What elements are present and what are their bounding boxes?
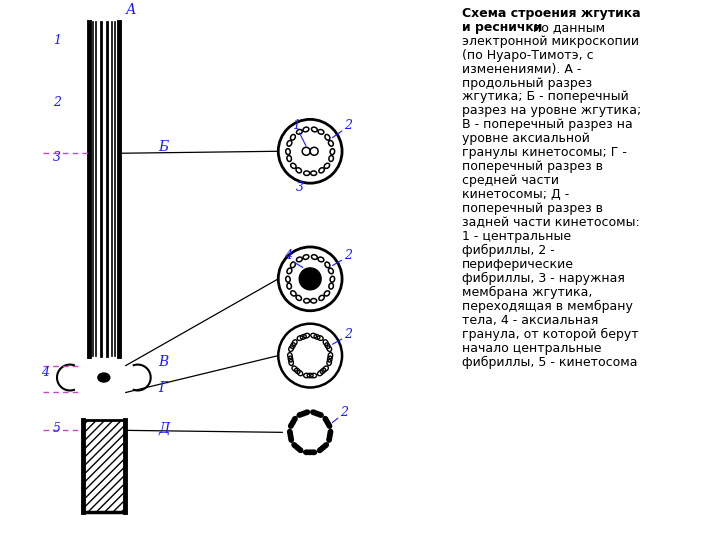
Text: фибриллы, 3 - наружная: фибриллы, 3 - наружная xyxy=(462,272,624,285)
Ellipse shape xyxy=(289,423,294,428)
Text: А: А xyxy=(126,3,136,17)
Text: 5: 5 xyxy=(53,422,61,435)
Text: фибриллы, 2 -: фибриллы, 2 - xyxy=(462,244,554,257)
Ellipse shape xyxy=(292,443,297,448)
Ellipse shape xyxy=(304,410,310,415)
Ellipse shape xyxy=(327,423,332,428)
Ellipse shape xyxy=(325,420,330,425)
Text: разрез на уровне жгутика;: разрез на уровне жгутика; xyxy=(462,104,641,117)
Text: начало центральные: начало центральные xyxy=(462,342,601,355)
Ellipse shape xyxy=(300,411,306,416)
Ellipse shape xyxy=(304,450,310,455)
Ellipse shape xyxy=(98,373,110,382)
Ellipse shape xyxy=(289,436,294,442)
Ellipse shape xyxy=(307,450,313,455)
Text: 4: 4 xyxy=(41,366,49,379)
Text: мембрана жгутика,: мембрана жгутика, xyxy=(462,286,592,299)
Ellipse shape xyxy=(297,447,302,453)
Text: 1: 1 xyxy=(292,119,300,132)
Text: гранулы кинетосомы; Г -: гранулы кинетосомы; Г - xyxy=(462,146,626,159)
Ellipse shape xyxy=(294,445,300,450)
Circle shape xyxy=(300,268,321,290)
Text: тела, 4 - аксиальная: тела, 4 - аксиальная xyxy=(462,314,598,327)
Text: фибриллы, 5 - кинетосома: фибриллы, 5 - кинетосома xyxy=(462,356,637,369)
Text: 3: 3 xyxy=(296,181,305,194)
Ellipse shape xyxy=(328,429,333,435)
Text: (по Нуаро-Тимотэ, с: (по Нуаро-Тимотэ, с xyxy=(462,49,593,62)
Text: 2: 2 xyxy=(53,97,61,110)
Ellipse shape xyxy=(311,410,317,415)
Text: средней части: средней части xyxy=(462,174,559,187)
Text: 4: 4 xyxy=(284,249,292,262)
Text: изменениями). А -: изменениями). А - xyxy=(462,63,581,76)
Text: 2: 2 xyxy=(344,249,352,262)
Text: 2: 2 xyxy=(344,119,352,132)
Text: уровне аксиальной: уровне аксиальной xyxy=(462,132,590,145)
Ellipse shape xyxy=(318,447,323,453)
Text: задней части кинетосомы:: задней части кинетосомы: xyxy=(462,216,639,229)
Ellipse shape xyxy=(310,450,317,455)
Text: кинетосомы; Д -: кинетосомы; Д - xyxy=(462,188,569,201)
Text: 3: 3 xyxy=(53,151,61,164)
Ellipse shape xyxy=(323,443,328,448)
Text: переходящая в мембрану: переходящая в мембрану xyxy=(462,300,633,313)
Text: продольный разрез: продольный разрез xyxy=(462,77,592,90)
Text: и реснички: и реснички xyxy=(462,21,542,33)
Text: периферические: периферические xyxy=(462,258,574,271)
Text: поперечный разрез в: поперечный разрез в xyxy=(462,202,603,215)
Text: 1 - центральные: 1 - центральные xyxy=(462,230,571,243)
Ellipse shape xyxy=(314,411,320,416)
Ellipse shape xyxy=(290,420,295,425)
Text: поперечный разрез в: поперечный разрез в xyxy=(462,160,603,173)
Ellipse shape xyxy=(288,429,292,435)
Ellipse shape xyxy=(318,413,323,417)
Text: 2: 2 xyxy=(344,328,352,341)
Text: 1: 1 xyxy=(53,33,61,46)
Text: Б: Б xyxy=(158,140,169,154)
Ellipse shape xyxy=(292,416,297,422)
Text: по данным: по данным xyxy=(529,21,606,33)
Text: Схема строения жгутика: Схема строения жгутика xyxy=(462,6,640,20)
Text: В - поперечный разрез на: В - поперечный разрез на xyxy=(462,118,632,131)
Ellipse shape xyxy=(327,436,331,442)
Bar xyxy=(83,421,125,512)
Text: жгутика; Б - поперечный: жгутика; Б - поперечный xyxy=(462,91,629,104)
Ellipse shape xyxy=(320,445,325,450)
Ellipse shape xyxy=(323,416,328,422)
Ellipse shape xyxy=(288,433,293,439)
Text: Д: Д xyxy=(158,421,170,435)
Text: гранула, от которой берут: гранула, от которой берут xyxy=(462,328,639,341)
Text: электронной микроскопии: электронной микроскопии xyxy=(462,35,639,48)
Ellipse shape xyxy=(328,433,332,439)
Text: Г: Г xyxy=(158,381,168,395)
Text: 2: 2 xyxy=(340,407,348,420)
Ellipse shape xyxy=(297,413,303,417)
Text: В: В xyxy=(158,355,169,369)
